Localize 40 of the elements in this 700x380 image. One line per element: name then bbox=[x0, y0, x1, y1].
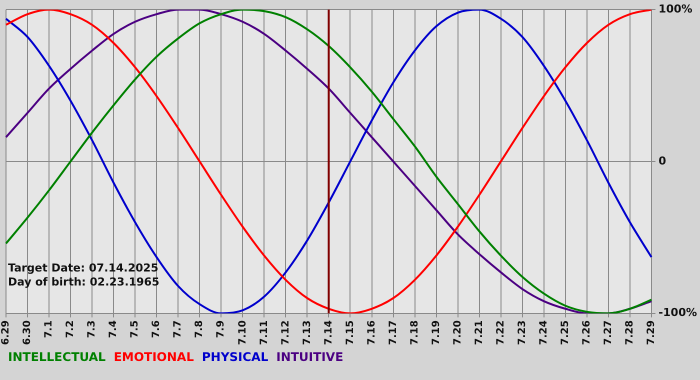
y-tick-label: 100% bbox=[658, 2, 692, 16]
x-tick-label: 6.30 bbox=[22, 320, 34, 346]
x-tick-label: 7.26 bbox=[582, 320, 592, 346]
text: EMOTIONAL bbox=[114, 350, 194, 364]
x-tick-label: 7.5 bbox=[130, 320, 141, 338]
text: INTUITIVE bbox=[276, 350, 344, 364]
x-tick-label: 7.25 bbox=[560, 320, 571, 346]
x-tick-label: 7.17 bbox=[388, 320, 399, 346]
annotation: Day of birth: 02.23.1965 bbox=[8, 275, 160, 288]
x-tick-label: 7.21 bbox=[474, 320, 485, 346]
x-tick-label: 7.29 bbox=[646, 320, 658, 346]
x-tick-label: 7.18 bbox=[409, 320, 420, 346]
x-tick-label: 7.27 bbox=[603, 320, 614, 346]
x-tick-label: 7.28 bbox=[624, 320, 636, 346]
x-tick-label: 7.19 bbox=[430, 320, 442, 346]
x-tick-label: 7.2 bbox=[65, 320, 76, 338]
x-tick-label: 7.4 bbox=[108, 320, 120, 338]
x-tick-label: 7.14 bbox=[323, 320, 334, 346]
x-tick-label: 7.7 bbox=[172, 320, 184, 338]
x-tick-label: 7.20 bbox=[452, 320, 464, 346]
x-tick-label: 7.24 bbox=[538, 320, 550, 346]
x-tick-label: 7.12 bbox=[280, 320, 292, 346]
x-tick-label: 7.22 bbox=[495, 320, 506, 346]
x-tick-label: 7.16 bbox=[366, 320, 378, 346]
x-tick-label: 7.13 bbox=[302, 320, 313, 346]
x-tick-label: 7.8 bbox=[194, 320, 206, 338]
y-tick-label: -100% bbox=[658, 306, 698, 320]
y-tick-label: 0 bbox=[658, 154, 666, 168]
text: PHYSICAL bbox=[202, 350, 268, 364]
x-tick-label: 7.1 bbox=[44, 320, 55, 338]
x-tick-label: 7.11 bbox=[258, 320, 270, 346]
text: INTELLECTUAL bbox=[8, 350, 106, 364]
x-tick-label: 7.23 bbox=[516, 320, 528, 346]
x-tick-label: 7.15 bbox=[344, 320, 356, 346]
x-tick-label: 7.9 bbox=[216, 320, 227, 338]
x-tick-label: 6.29 bbox=[0, 320, 12, 346]
x-tick-label: 7.10 bbox=[237, 320, 248, 346]
x-tick-label: 7.6 bbox=[151, 320, 162, 338]
annotation: Target Date: 07.14.2025 bbox=[8, 261, 158, 274]
x-tick-label: 7.3 bbox=[86, 320, 98, 338]
